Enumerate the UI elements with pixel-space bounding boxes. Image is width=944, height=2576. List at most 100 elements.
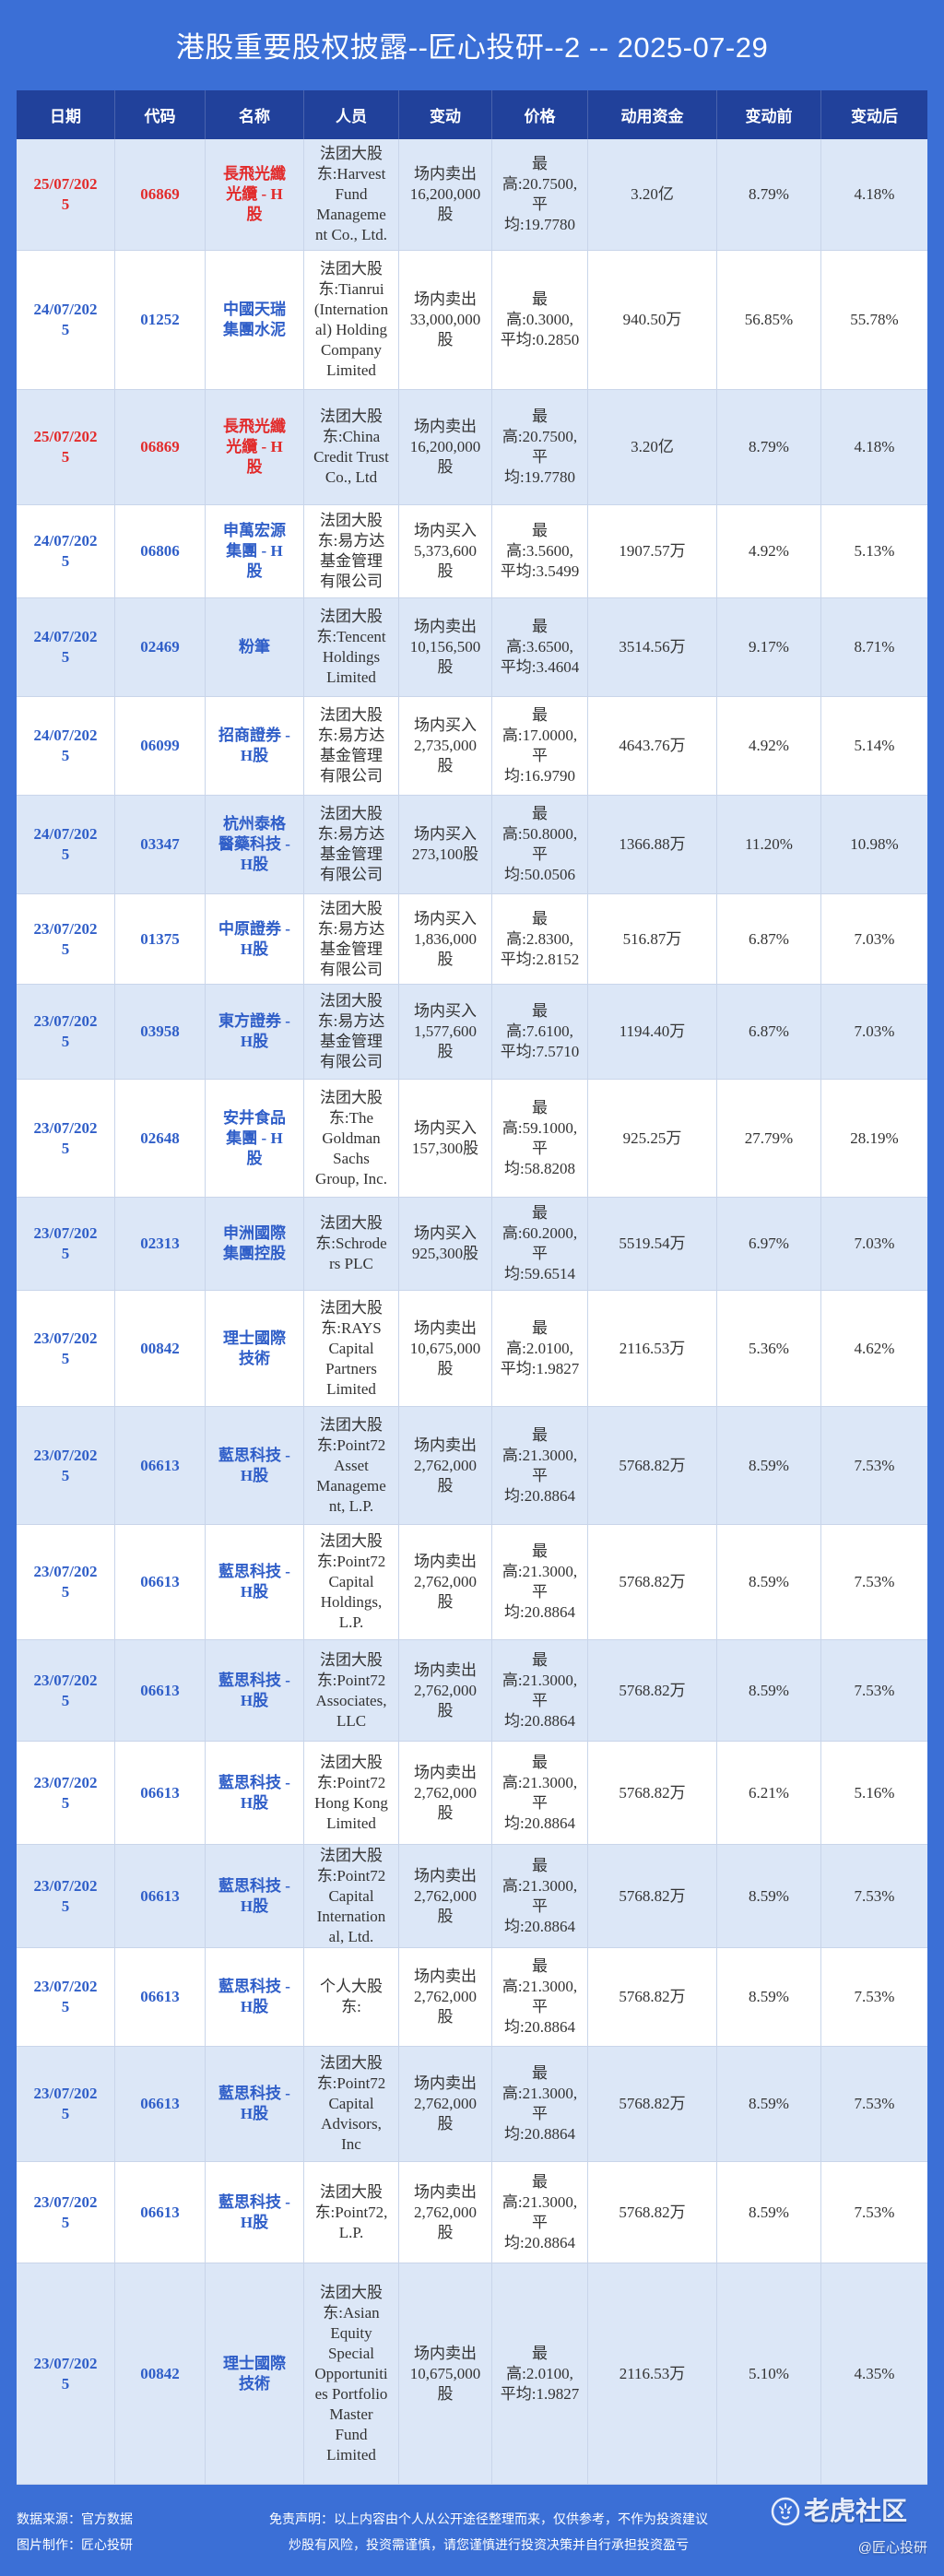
- date-cell: 24/07/2025: [17, 251, 115, 389]
- footer-credits: 数据来源：官方数据 图片制作：匠心投研: [17, 2506, 133, 2558]
- holder-cell: 法团大股东:Tencent Holdings Limited: [304, 598, 399, 696]
- amount-cell: 5768.82万: [588, 1525, 717, 1639]
- date-cell: 23/07/2025: [17, 1640, 115, 1741]
- date-cell: 24/07/2025: [17, 697, 115, 795]
- after-pct-cell: 4.62%: [854, 1339, 895, 1357]
- table-header-row: 日期 代码 名称 人员 变动 价格 动用资金 变动前 变动后: [17, 90, 927, 139]
- change-cell: 场内买入2,735,000股: [399, 697, 492, 795]
- stock-name-cell: 中國天瑞集團水泥: [206, 251, 304, 389]
- watermark: 老虎社区 @匠心投研: [771, 2493, 927, 2567]
- table-row: 24/07/2025 01252 中國天瑞集團水泥 法团大股东:Tianrui (In…: [17, 251, 927, 390]
- amount-cell: 1194.40万: [588, 985, 717, 1079]
- table-row: 23/07/2025 03958 東方證券 - H股 法团大股东:易方达基金管理有限公…: [17, 985, 927, 1080]
- date-cell: 23/07/2025: [17, 2162, 115, 2263]
- amount-cell: 5768.82万: [588, 1407, 717, 1524]
- stock-name-cell: 藍思科技 - H股: [206, 2047, 304, 2161]
- column-header: 变动后: [851, 108, 898, 125]
- column-header: 代码: [115, 90, 206, 139]
- amount-cell: 925.25万: [588, 1080, 717, 1197]
- holder-cell: 法团大股东:Point72 Capital Advisors, Inc: [304, 2047, 399, 2161]
- table-row: 23/07/2025 06613 藍思科技 - H股 法团大股东:Point72 Ca…: [17, 2047, 927, 2162]
- table-row: 24/07/2025 02469 粉筆 法团大股东:Tencent Holdings …: [17, 598, 927, 697]
- stock-code-cell: 03347: [115, 796, 206, 893]
- holder-cell: 法团大股东:China Credit Trust Co., Ltd: [304, 390, 399, 504]
- stock-code-cell: 01252: [115, 251, 206, 389]
- amount-cell: 5768.82万: [588, 1948, 717, 2046]
- price-cell: 最高:20.7500,平均:19.7780: [492, 139, 588, 250]
- price-cell: 最高:3.6500,平均:3.4604: [492, 598, 588, 696]
- price-cell: 最高:2.0100,平均:1.9827: [492, 1291, 588, 1406]
- table-row: 24/07/2025 06806 申萬宏源集團 - H股 法团大股东:易方达基金管理有…: [17, 505, 927, 598]
- amount-cell: 5768.82万: [588, 1640, 717, 1741]
- amount-cell: 1907.57万: [588, 505, 717, 597]
- before-pct-cell: 8.59%: [717, 1525, 821, 1639]
- watermark-handle: @匠心投研: [857, 2540, 927, 2556]
- date-cell: 23/07/2025: [17, 1845, 115, 1947]
- holder-cell: 法团大股东:Harvest Fund Management Co., Ltd.: [304, 139, 399, 250]
- holder-cell: 法团大股东:The Goldman Sachs Group, Inc.: [304, 1080, 399, 1197]
- stock-code-cell: 00842: [115, 2263, 206, 2484]
- change-cell: 场内卖出2,762,000股: [399, 1407, 492, 1524]
- before-pct-cell: 8.79%: [717, 139, 821, 250]
- before-pct-cell: 5.36%: [717, 1291, 821, 1406]
- date-cell: 25/07/2025: [17, 390, 115, 504]
- before-pct-cell: 8.59%: [717, 1407, 821, 1524]
- date-cell: 23/07/2025: [17, 2047, 115, 2161]
- after-pct-cell: 55.78%: [850, 311, 899, 328]
- amount-cell: 940.50万: [588, 251, 717, 389]
- stock-name-cell: 東方證券 - H股: [206, 985, 304, 1079]
- price-cell: 最高:21.3000,平均:20.8864: [492, 1845, 588, 1947]
- risk-warning-text: 炒股有风险，投资需谨慎，请您谨慎进行投资决策并自行承担投资盈亏: [289, 2537, 689, 2552]
- column-header: 变动: [399, 90, 492, 139]
- holder-cell: 法团大股东:易方达基金管理有限公司: [304, 985, 399, 1079]
- before-pct-cell: 4.92%: [717, 697, 821, 795]
- price-cell: 最高:3.5600,平均:3.5499: [492, 505, 588, 597]
- before-pct-cell: 5.10%: [717, 2263, 821, 2484]
- stock-code-cell: 06613: [115, 1948, 206, 2046]
- date-cell: 25/07/2025: [17, 139, 115, 250]
- date-cell: 23/07/2025: [17, 1080, 115, 1197]
- holder-cell: 个人大股东:: [304, 1948, 399, 2046]
- after-pct-cell: 10.98%: [850, 835, 899, 853]
- change-cell: 场内卖出2,762,000股: [399, 1742, 492, 1844]
- date-cell: 23/07/2025: [17, 985, 115, 1079]
- stock-code-cell: 00842: [115, 1291, 206, 1406]
- stock-code-cell: 03958: [115, 985, 206, 1079]
- amount-cell: 2116.53万: [588, 2263, 717, 2484]
- stock-code-cell: 06806: [115, 505, 206, 597]
- price-cell: 最高:21.3000,平均:20.8864: [492, 1742, 588, 1844]
- amount-cell: 5768.82万: [588, 2162, 717, 2263]
- stock-code-cell: 06613: [115, 1525, 206, 1639]
- stock-name-cell: 藍思科技 - H股: [206, 2162, 304, 2263]
- price-cell: 最高:2.0100,平均:1.9827: [492, 2263, 588, 2484]
- stock-code-cell: 06613: [115, 1640, 206, 1741]
- before-pct-cell: 9.17%: [717, 598, 821, 696]
- after-pct-cell: 4.35%: [854, 2364, 895, 2382]
- after-pct-cell: 7.53%: [854, 1681, 895, 1699]
- price-cell: 最高:50.8000,平均:50.0506: [492, 796, 588, 893]
- after-pct-cell: 7.53%: [854, 1456, 895, 1474]
- table-row: 23/07/2025 06613 藍思科技 - H股 法团大股东:Point72 Ca…: [17, 1845, 927, 1948]
- amount-cell: 3.20亿: [588, 139, 717, 250]
- change-cell: 场内卖出2,762,000股: [399, 2047, 492, 2161]
- footer-disclaimer: 免责声明：以上内容由个人从公开途径整理而来，仅供参考，不作为投资建议 炒股有风险…: [184, 2506, 793, 2558]
- date-cell: 23/07/2025: [17, 2263, 115, 2484]
- before-pct-cell: 6.21%: [717, 1742, 821, 1844]
- holder-cell: 法团大股东:Point72 Capital International, Ltd…: [304, 1845, 399, 1947]
- stock-name-cell: 安井食品集團 - H股: [206, 1080, 304, 1197]
- column-header: 变动前: [717, 90, 821, 139]
- change-cell: 场内卖出10,675,000股: [399, 2263, 492, 2484]
- after-pct-cell: 7.53%: [854, 1573, 895, 1590]
- change-cell: 场内卖出2,762,000股: [399, 2162, 492, 2263]
- table-row: 25/07/2025 06869 長飛光纖光纜 - H股 法团大股东:Harvest …: [17, 139, 927, 251]
- price-cell: 最高:20.7500,平均:19.7780: [492, 390, 588, 504]
- holder-cell: 法团大股东:Point72 Associates, LLC: [304, 1640, 399, 1741]
- holder-cell: 法团大股东:Point72 Capital Holdings, L.P.: [304, 1525, 399, 1639]
- change-cell: 场内卖出2,762,000股: [399, 1640, 492, 1741]
- disclaimer-text: 免责声明：以上内容由个人从公开途径整理而来，仅供参考，不作为投资建议: [269, 2511, 708, 2526]
- holder-cell: 法团大股东:Asian Equity Special Opportunities…: [304, 2263, 399, 2484]
- after-pct-cell: 8.71%: [854, 638, 895, 656]
- stock-code-cell: 02469: [115, 598, 206, 696]
- before-pct-cell: 4.92%: [717, 505, 821, 597]
- stock-name-cell: 長飛光纖光纜 - H股: [206, 139, 304, 250]
